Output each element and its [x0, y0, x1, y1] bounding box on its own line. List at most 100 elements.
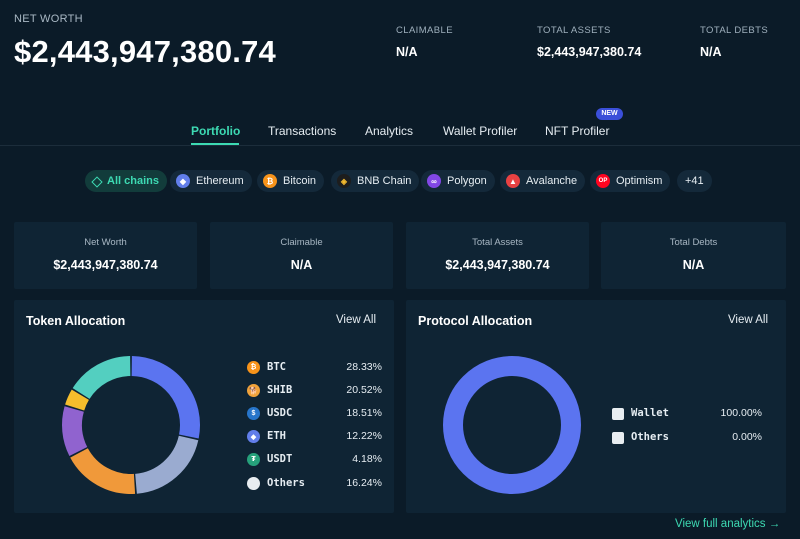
donut-segment-others [72, 356, 131, 400]
arrow-right-icon: → [768, 518, 781, 530]
chip-all-chains[interactable]: All chains [85, 170, 167, 192]
chip-label: +41 [685, 175, 704, 187]
chip-ethereum[interactable]: ◆ Ethereum [170, 170, 252, 192]
active-tab-indicator [191, 143, 239, 145]
tab-wallet-profiler[interactable]: Wallet Profiler [443, 124, 518, 138]
legend-name: ETH [267, 430, 286, 442]
card-value: N/A [290, 258, 313, 272]
card-net-worth: Net Worth $2,443,947,380.74 [14, 222, 197, 289]
card-label: Total Debts [669, 237, 718, 248]
donut-segment-wallet [443, 356, 581, 494]
legend-item-usdc: $ USDC 18.51% [247, 406, 382, 422]
legend-item-usdt: ₮ USDT 4.18% [247, 452, 382, 468]
bitcoin-icon: ₿ [263, 174, 277, 188]
usdc-icon: $ [247, 407, 260, 420]
token-view-all-link[interactable]: View All [335, 314, 376, 326]
chip-label: Optimism [616, 175, 663, 187]
protocol-donut-chart [443, 356, 581, 494]
protocol-allocation-title: Protocol Allocation [418, 314, 533, 328]
legend-name: SHIB [267, 384, 293, 396]
optimism-icon: OP [596, 174, 610, 188]
total-assets-label: TOTAL ASSETS [537, 25, 611, 36]
card-value: $2,443,947,380.74 [445, 258, 550, 272]
card-total-debts: Total Debts N/A [601, 222, 786, 289]
donut-segment-usdt [65, 389, 90, 411]
legend-pct: 18.51% [346, 407, 382, 419]
card-label: Net Worth [84, 237, 127, 248]
chain-filter: All chains ◆ Ethereum ₿ Bitcoin ◈ BNB Ch… [0, 170, 800, 192]
token-allocation-panel: Token Allocation View All ₿ BTC 28.33% 🐕… [14, 300, 394, 513]
legend-pct: 0.00% [732, 431, 762, 443]
legend-name: Wallet [631, 407, 669, 419]
token-allocation-title: Token Allocation [26, 314, 126, 328]
legend-pct: 100.00% [720, 407, 762, 419]
legend-name: USDC [267, 407, 293, 419]
legend-pct: 4.18% [352, 453, 382, 465]
card-value: N/A [682, 258, 705, 272]
tab-nft-profiler[interactable]: NFT Profiler [545, 124, 610, 138]
card-label: Total Assets [472, 237, 523, 248]
protocol-view-all-link[interactable]: View All [727, 314, 768, 326]
net-worth-value: $2,443,947,380.74 [14, 34, 276, 69]
tab-analytics[interactable]: Analytics [365, 124, 414, 138]
ethereum-icon: ◆ [176, 174, 190, 188]
chip-polygon[interactable]: ∞ Polygon [421, 170, 495, 192]
net-worth-label: NET WORTH [14, 13, 83, 25]
tab-bar: Portfolio Transactions Analytics Wallet … [0, 112, 800, 146]
claimable-label: CLAIMABLE [396, 25, 453, 36]
total-debts-label: TOTAL DEBTS [700, 25, 769, 36]
chip-label: All chains [107, 175, 159, 187]
legend-item-others: Others 0.00% [612, 430, 762, 446]
legend-pct: 12.22% [346, 430, 382, 442]
claimable-value: N/A [396, 45, 418, 59]
view-full-analytics-link[interactable]: View full analytics → [675, 518, 780, 530]
ethereum-icon: ◆ [247, 430, 260, 443]
polygon-icon: ∞ [427, 174, 441, 188]
chip-optimism[interactable]: OP Optimism [590, 170, 671, 192]
chip-bitcoin[interactable]: ₿ Bitcoin [257, 170, 325, 192]
total-debts-value: N/A [700, 45, 722, 59]
card-claimable: Claimable N/A [210, 222, 393, 289]
bitcoin-icon: ₿ [247, 361, 260, 374]
card-label: Claimable [280, 237, 323, 248]
bnb-icon: ◈ [337, 174, 351, 188]
token-donut-chart [62, 356, 200, 494]
shib-icon: 🐕 [247, 384, 260, 397]
chip-label: Avalanche [526, 175, 578, 187]
card-value: $2,443,947,380.74 [53, 258, 158, 272]
legend-name: USDT [267, 453, 293, 465]
legend-name: Others [631, 431, 669, 443]
new-badge: NEW [596, 108, 623, 120]
donut-segment-usdc [70, 447, 136, 494]
tether-icon: ₮ [247, 453, 260, 466]
chip-avalanche[interactable]: ▲ Avalanche [500, 170, 586, 192]
legend-item-others: Others 16.24% [247, 476, 382, 492]
legend-pct: 20.52% [346, 384, 382, 396]
chip-label: Ethereum [196, 175, 244, 187]
portfolio-header: NET WORTH $2,443,947,380.74 CLAIMABLE N/… [0, 0, 800, 100]
chip-bnb-chain[interactable]: ◈ BNB Chain [331, 170, 420, 192]
tab-portfolio[interactable]: Portfolio [191, 124, 241, 138]
view-full-analytics-label: View full analytics [675, 518, 766, 530]
legend-name: BTC [267, 361, 286, 373]
legend-item-btc: ₿ BTC 28.33% [247, 360, 382, 376]
all-chains-icon [91, 176, 101, 186]
donut-segment-eth [62, 406, 88, 457]
total-assets-value: $2,443,947,380.74 [537, 45, 642, 59]
legend-item-wallet: Wallet 100.00% [612, 406, 762, 422]
chip-more-chains[interactable]: +41 [677, 170, 712, 192]
chip-label: Polygon [447, 175, 487, 187]
avalanche-icon: ▲ [506, 174, 520, 188]
legend-item-shib: 🐕 SHIB 20.52% [247, 383, 382, 399]
wallet-icon [612, 408, 624, 420]
legend-name: Others [267, 477, 305, 489]
donut-segment-btc [131, 356, 200, 439]
tab-transactions[interactable]: Transactions [268, 124, 337, 138]
others-icon [612, 432, 624, 444]
card-total-assets: Total Assets $2,443,947,380.74 [406, 222, 589, 289]
protocol-allocation-panel: Protocol Allocation View All Wallet 100.… [406, 300, 786, 513]
chip-label: BNB Chain [357, 175, 412, 187]
legend-pct: 28.33% [346, 361, 382, 373]
donut-segment-shib [134, 435, 199, 494]
chip-label: Bitcoin [283, 175, 317, 187]
